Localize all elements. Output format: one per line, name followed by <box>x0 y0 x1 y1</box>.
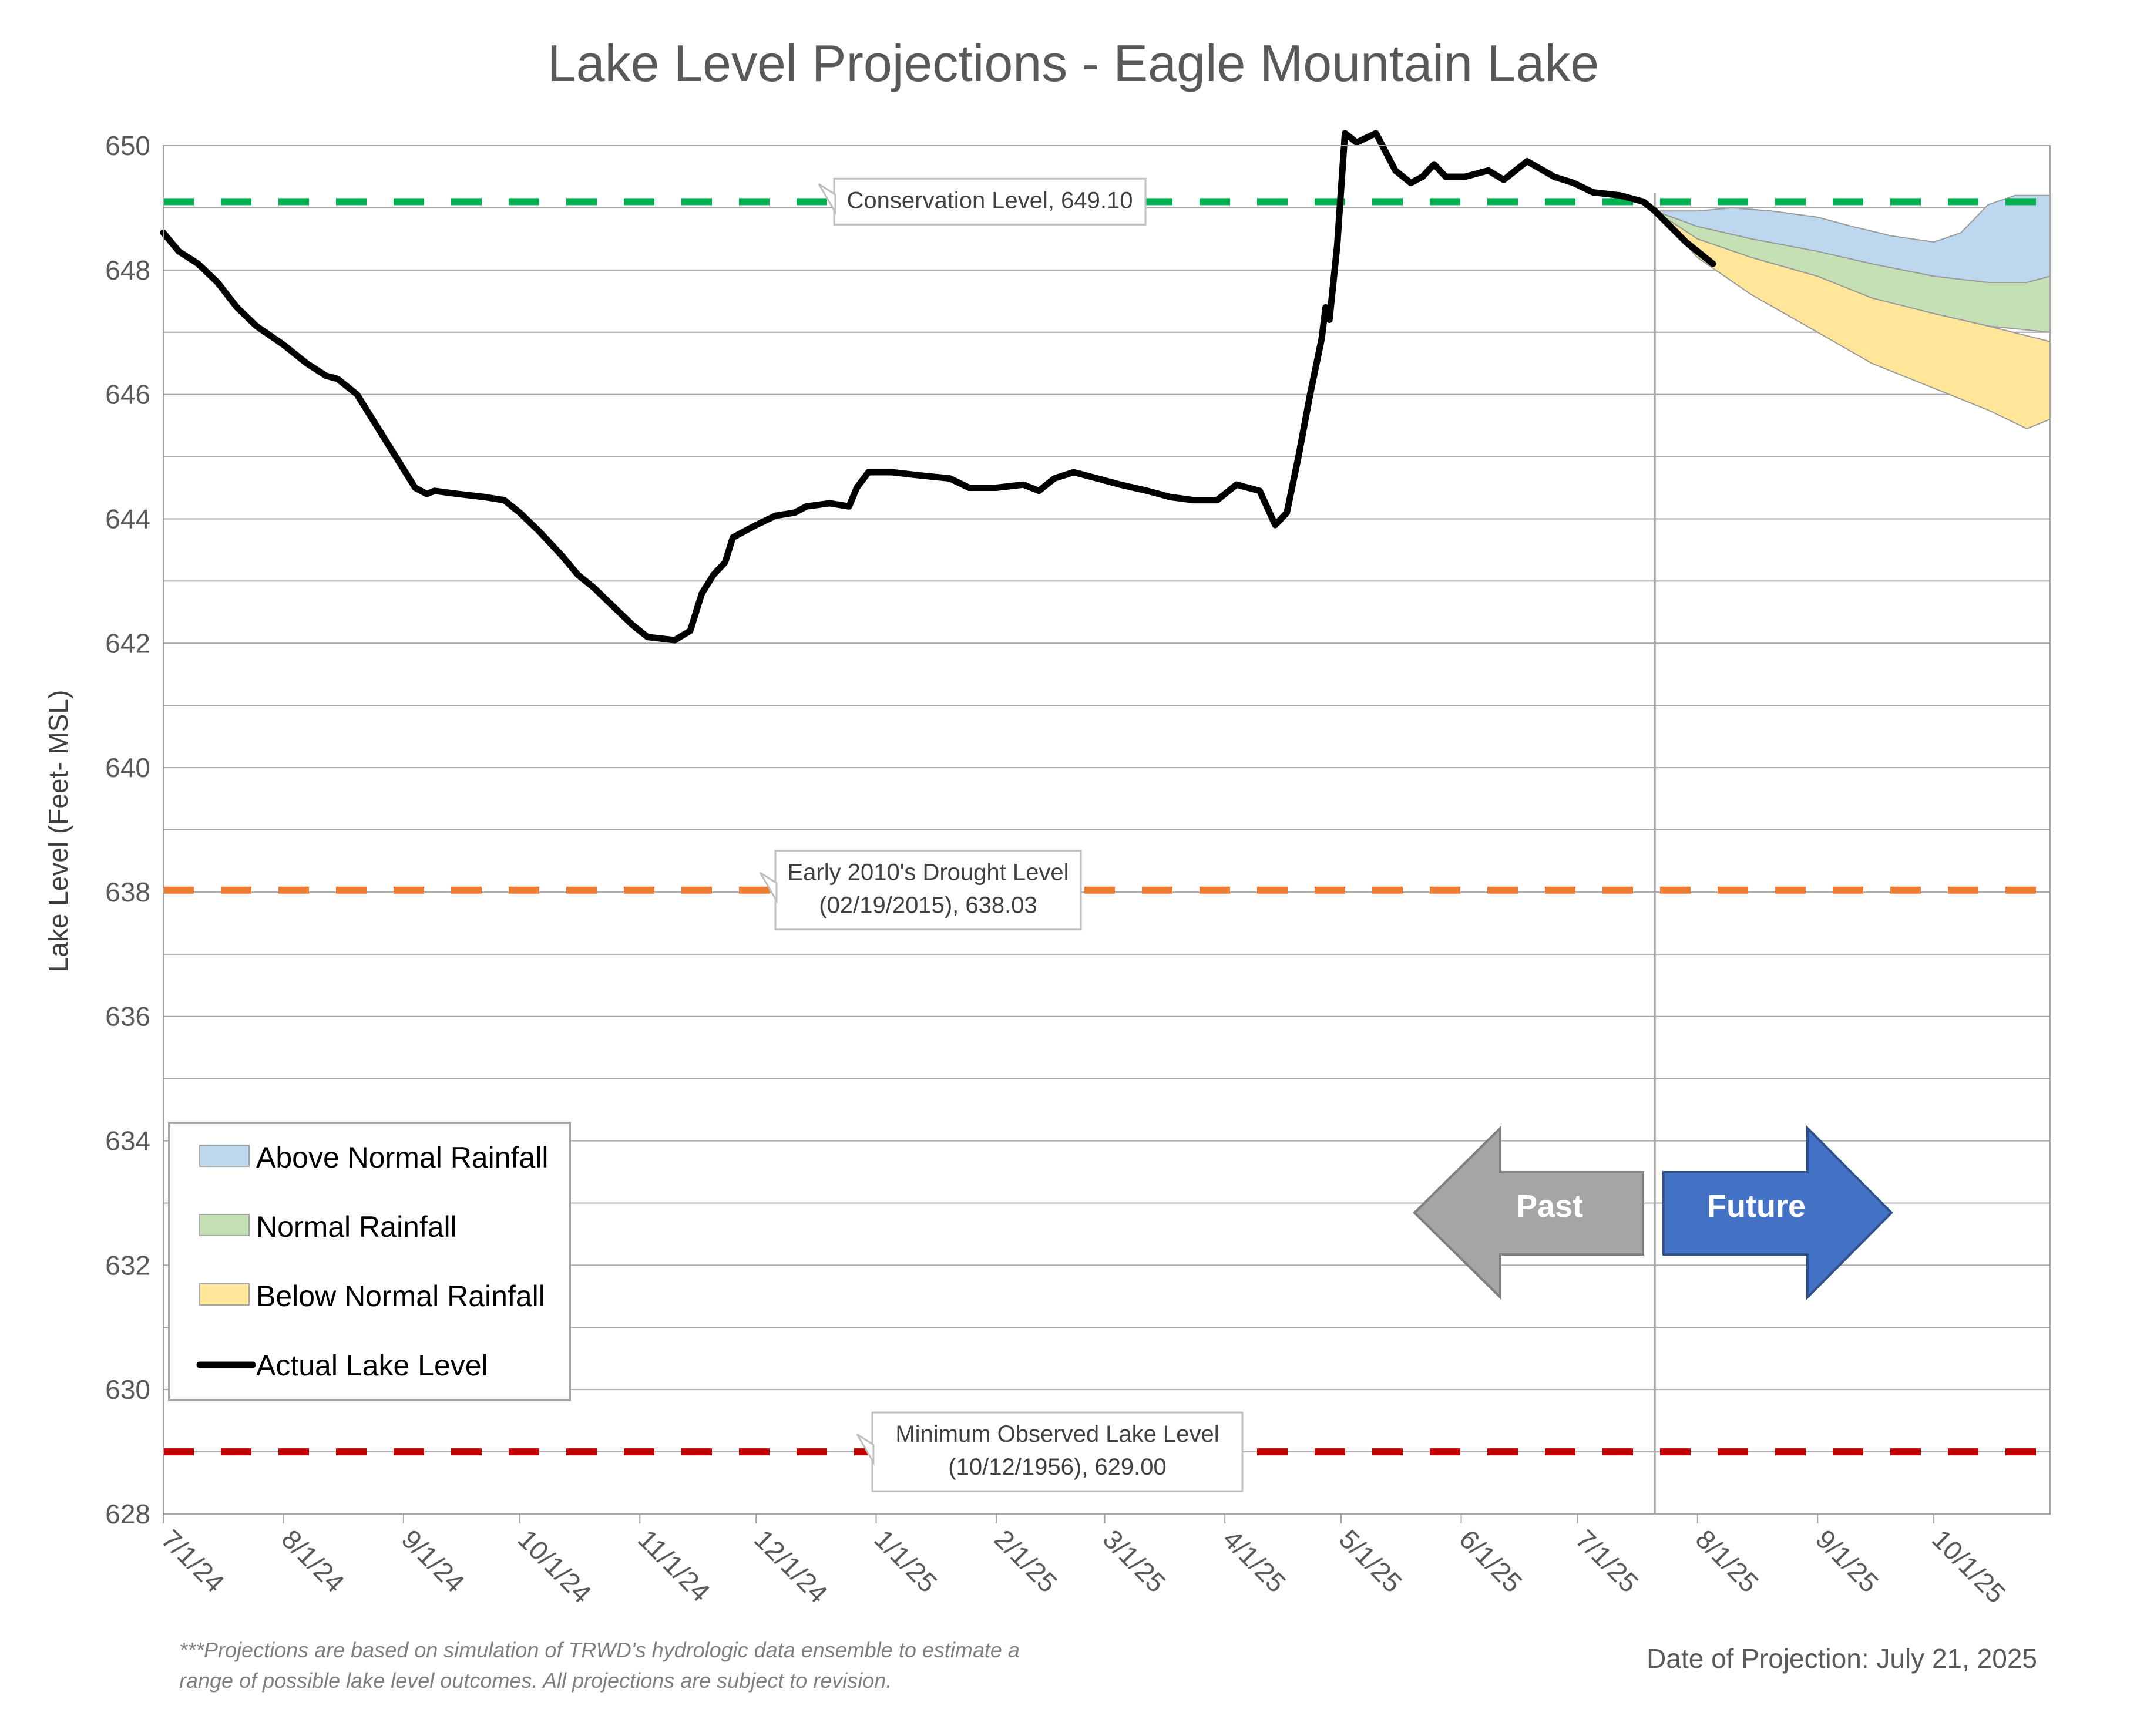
y-tick-label: 650 <box>105 130 150 161</box>
legend-label: Above Normal Rainfall <box>256 1141 548 1174</box>
y-axis-label: Lake Level (Feet- MSL) <box>43 690 73 973</box>
callout-label: Conservation Level, 649.10 <box>847 187 1133 213</box>
legend-label: Actual Lake Level <box>256 1349 488 1382</box>
legend-swatch <box>199 1283 250 1306</box>
chart-title: Lake Level Projections - Eagle Mountain … <box>547 34 1599 92</box>
legend-label: Below Normal Rainfall <box>256 1280 545 1313</box>
callout-box <box>833 177 1147 226</box>
past-label: Past <box>1516 1189 1583 1224</box>
callout-label: (10/12/1956), 629.00 <box>948 1454 1166 1480</box>
future-arrow <box>1662 1125 1893 1300</box>
callout-pointer <box>759 872 778 904</box>
y-tick-label: 648 <box>105 255 150 285</box>
legend: Above Normal Rainfall Normal Rainfall Belo… <box>168 1122 571 1401</box>
callout-label: Minimum Observed Lake Level <box>895 1421 1219 1447</box>
footnote-line: range of possible lake level outcomes. A… <box>179 1668 892 1693</box>
actual-lake-level-line <box>160 130 1716 644</box>
y-tick-label: 630 <box>105 1374 150 1405</box>
callout-pointer <box>818 183 836 216</box>
callout-label: Early 2010's Drought Level <box>787 860 1069 886</box>
reference-callout: Minimum Observed Lake Level (10/12/1956),… <box>856 1411 1244 1492</box>
y-tick-label: 628 <box>105 1499 150 1529</box>
past-future-arrows: Past Future <box>1413 1125 1893 1300</box>
past-arrow <box>1413 1125 1644 1300</box>
y-tick-label: 638 <box>105 877 150 907</box>
y-tick-label: 632 <box>105 1250 150 1280</box>
y-tick-label: 640 <box>105 752 150 783</box>
legend-label: Normal Rainfall <box>256 1210 457 1243</box>
reference-callout: Conservation Level, 649.10 <box>818 177 1147 226</box>
future-label: Future <box>1707 1189 1806 1224</box>
legend-swatch <box>199 1145 250 1167</box>
callout-box <box>774 850 1082 931</box>
legend-box <box>168 1122 571 1401</box>
projection-bands <box>1654 194 2051 429</box>
footnote-line: ***Projections are based on simulation o… <box>179 1638 1020 1662</box>
callout-label: (02/19/2015), 638.03 <box>819 893 1037 919</box>
y-tick-label: 644 <box>105 503 150 534</box>
y-tick-label: 634 <box>105 1126 150 1156</box>
reference-callout: Early 2010's Drought Level (02/19/2015), … <box>759 850 1082 931</box>
y-tick-label: 642 <box>105 628 150 658</box>
reference-callouts: Conservation Level, 649.10 Early 2010's D… <box>759 177 1244 1492</box>
footer: ***Projections are based on simulation o… <box>179 1638 2037 1693</box>
plot-area-border <box>163 145 2051 1515</box>
projection-date-text: Date of Projection: July 21, 2025 <box>1647 1643 2037 1674</box>
legend-swatch <box>199 1214 250 1236</box>
series-layer <box>160 130 1716 644</box>
callout-pointer <box>856 1433 875 1466</box>
y-tick-label: 636 <box>105 1001 150 1032</box>
y-tick-label: 646 <box>105 379 150 410</box>
